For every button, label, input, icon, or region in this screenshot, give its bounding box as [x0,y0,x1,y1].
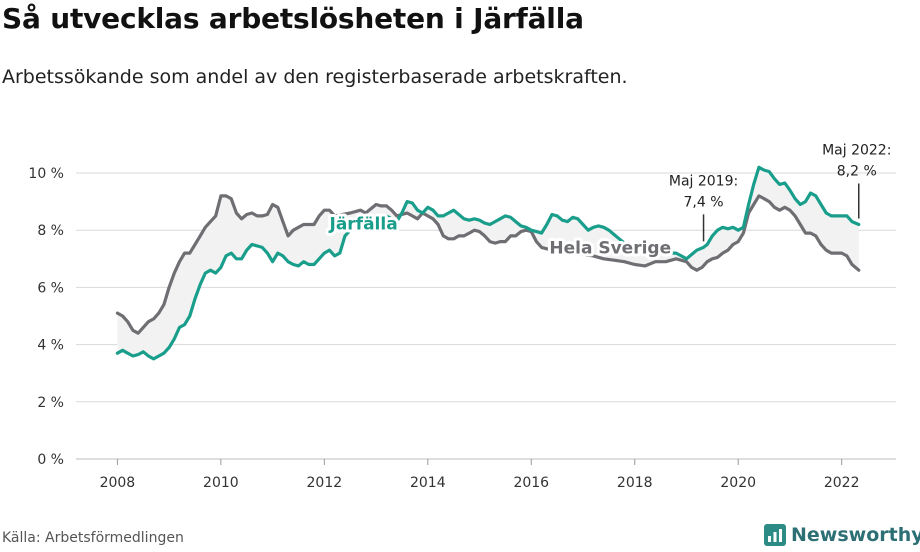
source-note: Källa: Arbetsförmedlingen [2,530,184,546]
grid-lines [76,172,896,460]
chart-area: 0 % 2 % 4 % 6 % 8 % 10 % 2008 2010 2012 2014 2016… [28,142,896,491]
series-label-jarfalla: Järfälla [329,215,398,235]
x-tick-label: 2010 [203,475,239,491]
x-tick-label: 2012 [307,475,343,491]
series-label-hela-sverige-halo: Hela Sverige [549,239,671,259]
series-label-hela-sverige: Hela Sverige [549,239,671,259]
y-axis: 0 % 2 % 4 % 6 % 8 % 10 % [28,166,64,468]
annotation-maj2019-line: Maj 2019: [669,173,738,189]
x-tick-label: 2014 [410,475,446,491]
chart-subtitle: Arbetssökande som andel av den registerb… [2,66,628,88]
newsworthy-chart-icon [764,524,786,546]
series-label-jarfalla-halo: Järfälla [329,215,398,235]
series-line-hela-sverige [115,194,861,335]
x-tick-label: 2008 [100,475,136,491]
x-tick-label: 2022 [824,475,860,491]
annotation-maj2022-line: 8,2 % [837,163,877,179]
series-line-jarfalla [115,165,861,361]
difference-band [117,167,859,359]
y-tick-label: 2 % [37,395,64,411]
chart-title: Så utvecklas arbetslösheten i Järfälla [2,2,584,35]
y-tick-label: 10 % [28,166,64,182]
x-tick-label: 2018 [617,475,653,491]
x-axis: 2008 2010 2012 2014 2016 2018 2020 2022 [100,459,860,491]
y-tick-label: 0 % [37,452,64,468]
annotation-maj2022-line: Maj 2022: [822,142,891,158]
newsworthy-logo: Newsworthy [764,520,920,550]
logo-text: Newsworthy [791,524,920,546]
y-tick-label: 4 % [37,338,64,354]
y-tick-label: 8 % [37,223,64,239]
y-tick-label: 6 % [37,280,64,296]
x-tick-label: 2016 [513,475,549,491]
x-tick-label: 2020 [720,475,756,491]
annotation-maj2019-line: 7,4 % [684,194,724,210]
